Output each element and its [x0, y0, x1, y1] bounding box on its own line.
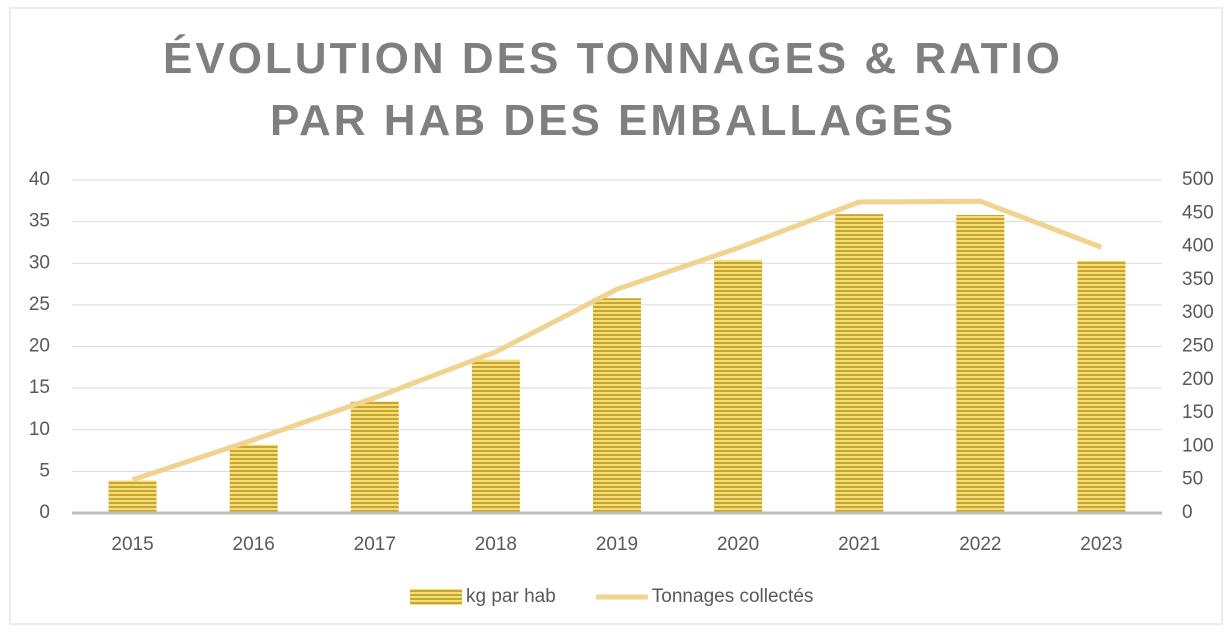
- y2-tick-label: 400: [1182, 236, 1214, 257]
- bar: [1077, 260, 1126, 513]
- bar: [714, 259, 763, 513]
- y-tick-label: 0: [39, 502, 50, 523]
- x-tick-label: 2023: [1080, 534, 1122, 555]
- y-tick-label: 30: [29, 252, 50, 273]
- x-tick-label: 2017: [354, 534, 396, 555]
- x-tick-label: 2016: [233, 534, 275, 555]
- bar: [108, 480, 157, 513]
- y-tick-label: 25: [29, 294, 50, 315]
- y2-tick-label: 250: [1182, 336, 1214, 357]
- y2-tick-label: 350: [1182, 269, 1214, 290]
- bar: [350, 401, 399, 513]
- y2-tick-label: 300: [1182, 302, 1214, 323]
- x-tick-label: 2019: [596, 534, 638, 555]
- y-tick-label: 40: [29, 169, 50, 190]
- y-tick-label: 5: [39, 460, 50, 481]
- legend-swatch: [410, 589, 462, 605]
- chart-frame: [9, 7, 1223, 625]
- y2-tick-label: 450: [1182, 202, 1214, 223]
- y-tick-label: 20: [29, 336, 50, 357]
- y-tick-label: 35: [29, 211, 50, 232]
- x-tick-label: 2022: [959, 534, 1001, 555]
- bar: [471, 359, 520, 513]
- x-tick-label: 2015: [111, 534, 153, 555]
- y2-tick-label: 100: [1182, 435, 1214, 456]
- bar: [229, 444, 278, 513]
- bar: [835, 214, 884, 513]
- y2-tick-label: 0: [1182, 502, 1193, 523]
- chart-title: ÉVOLUTION DES TONNAGES & RATIO PAR HAB D…: [163, 34, 1063, 145]
- y2-tick-label: 150: [1182, 402, 1214, 423]
- y-tick-label: 10: [29, 419, 50, 440]
- legend-label: Tonnages collectés: [652, 586, 814, 607]
- bar: [956, 214, 1005, 513]
- x-tick-label: 2021: [838, 534, 880, 555]
- line-series: [131, 198, 1103, 483]
- x-tick-label: 2018: [475, 534, 517, 555]
- y2-tick-label: 500: [1182, 169, 1214, 190]
- x-tick-label: 2020: [717, 534, 759, 555]
- y2-tick-label: 50: [1182, 469, 1203, 490]
- y2-tick-label: 200: [1182, 369, 1214, 390]
- legend-label: kg par hab: [466, 586, 556, 607]
- bar: [593, 298, 641, 513]
- y-tick-label: 15: [29, 377, 50, 398]
